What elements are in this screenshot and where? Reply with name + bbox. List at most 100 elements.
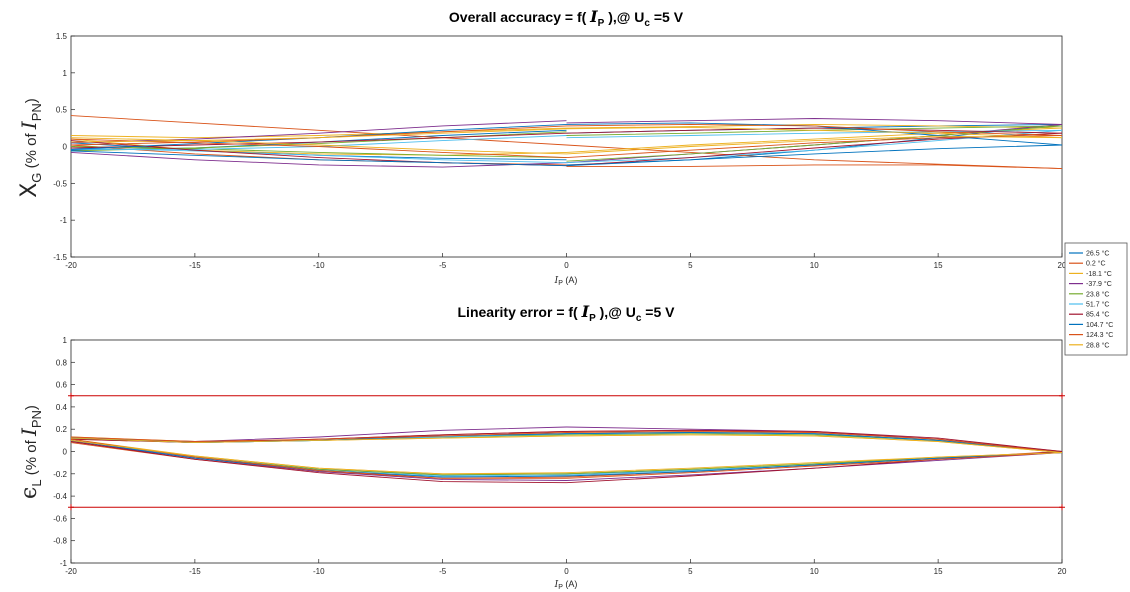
y-tick-label: 0.5 [56, 106, 68, 115]
series-line [70, 151, 567, 168]
series-line [70, 441, 567, 484]
legend-entry: 23.8 °C [1069, 290, 1109, 298]
limits-layer [68, 392, 1065, 511]
series-line [70, 146, 567, 159]
series-line [566, 144, 1063, 167]
series-line [566, 126, 1063, 139]
x-tick-label: -10 [313, 261, 325, 270]
x-tick-label: 20 [1058, 261, 1067, 270]
series-line [566, 430, 1063, 454]
x-tick-label: -5 [439, 261, 447, 270]
series-line [566, 144, 1063, 170]
x-tick-label: -5 [439, 567, 447, 576]
legend-label: 85.4 °C [1086, 311, 1109, 319]
legend-entry: -18.1 °C [1069, 270, 1112, 278]
series-line [70, 150, 567, 167]
y-tick-label: 0.6 [56, 381, 68, 390]
overall-accuracy-plot: Overall accuracy = f( IP ),@ Uc =5 V -20… [17, 7, 1067, 287]
x-tick-label: 20 [1058, 567, 1067, 576]
legend-entry: -37.9 °C [1069, 280, 1112, 288]
x-tick-label: 5 [688, 261, 693, 270]
y-tick-label: 1 [63, 69, 68, 78]
series-line [566, 429, 1063, 452]
x-tick-label: -15 [189, 261, 201, 270]
plot-area [70, 339, 1063, 564]
y-tick-label: 0 [63, 143, 68, 152]
x-axis-label: IP (A) [554, 275, 578, 287]
series-layer [70, 115, 1063, 170]
series-line [566, 432, 1063, 454]
legend: 26.5 °C 0.2 °C -18.1 °C -37.9 °C 23.8 °C 51.7… [1064, 242, 1128, 356]
x-tick-label: 5 [688, 567, 693, 576]
legend-label: -18.1 °C [1086, 270, 1112, 278]
legend-box [1064, 242, 1128, 356]
series-line [70, 120, 567, 144]
limit-marker [1059, 504, 1065, 511]
series-line [566, 127, 1063, 134]
y-tick-label: 0 [63, 448, 68, 457]
x-tick-label: 0 [564, 261, 569, 270]
series-layer [70, 426, 1063, 484]
series-line [566, 434, 1063, 454]
x-tick-label: -10 [313, 567, 325, 576]
series-line [70, 138, 567, 159]
y-tick-label: -0.8 [53, 537, 67, 546]
series-line [70, 132, 567, 149]
legend-label: 28.8 °C [1086, 341, 1109, 349]
limit-marker [68, 504, 74, 511]
y-tick-label: 1.5 [56, 32, 68, 41]
plot-title: Linearity error = f( IP ),@ Uc =5 V [458, 302, 676, 324]
legend-label: 124.3 °C [1086, 331, 1113, 339]
plot-axes [70, 339, 1063, 564]
series-line [70, 439, 567, 475]
series-line [566, 164, 1063, 170]
y-tick-label: -0.4 [53, 492, 67, 501]
legend-label: 26.5 °C [1086, 250, 1109, 258]
y-axis-label: ϵL (% of IPN) [17, 405, 44, 499]
y-tick-label: 0.2 [56, 425, 68, 434]
legend-entry: 124.3 °C [1069, 331, 1113, 339]
series-line [566, 135, 1063, 155]
series-line [566, 452, 1063, 474]
y-tick-label: 0.8 [56, 358, 68, 367]
legend-entry: 26.5 °C [1069, 250, 1109, 258]
y-axis-label: XG (% of IPN) [17, 98, 44, 198]
legend-entry: 85.4 °C [1069, 311, 1109, 319]
plot-title: Overall accuracy = f( IP ),@ Uc =5 V [449, 7, 684, 29]
legend-label: 51.7 °C [1086, 301, 1109, 309]
y-tick-label: -0.2 [53, 470, 67, 479]
x-tick-label: 15 [934, 567, 943, 576]
limit-marker [1059, 392, 1065, 399]
x-tick-label: 15 [934, 261, 943, 270]
y-tick-label: -1 [60, 559, 68, 568]
legend-label: 104.7 °C [1086, 321, 1113, 329]
series-line [566, 452, 1063, 477]
tick-labels: -20 -15 -10 -5 0 5 10 15 20 1.5 1 0.5 0 -0.5 -1 -1.5 [53, 32, 1067, 270]
legend-label: 23.8 °C [1086, 290, 1109, 298]
series-line [70, 127, 567, 139]
x-tick-label: -20 [65, 567, 77, 576]
legend-entry: 51.7 °C [1069, 301, 1109, 309]
x-tick-label: 0 [564, 567, 569, 576]
series-line [70, 147, 567, 164]
legend-entry: 28.8 °C [1069, 341, 1109, 349]
series-line [566, 118, 1063, 125]
legend-entry: 104.7 °C [1069, 321, 1113, 329]
limit-marker [68, 392, 74, 399]
series-line [70, 435, 567, 444]
y-tick-label: -1.5 [53, 253, 67, 262]
series-line [566, 123, 1063, 129]
legend-label: 0.2 °C [1086, 260, 1106, 268]
y-tick-label: -0.5 [53, 179, 67, 188]
tick-labels: -20 -15 -10 -5 0 5 10 15 20 1 0.8 0.6 0.4 0.2 0 -0.2 -0.… [53, 336, 1067, 576]
y-tick-label: -0.6 [53, 514, 67, 523]
y-tick-label: -1 [60, 216, 68, 225]
series-line [566, 452, 1063, 479]
series-line [70, 137, 567, 155]
y-tick-label: 1 [63, 336, 68, 345]
x-tick-label: -20 [65, 261, 77, 270]
series-line [70, 128, 567, 143]
x-tick-label: 10 [810, 567, 819, 576]
series-line [566, 123, 1063, 136]
